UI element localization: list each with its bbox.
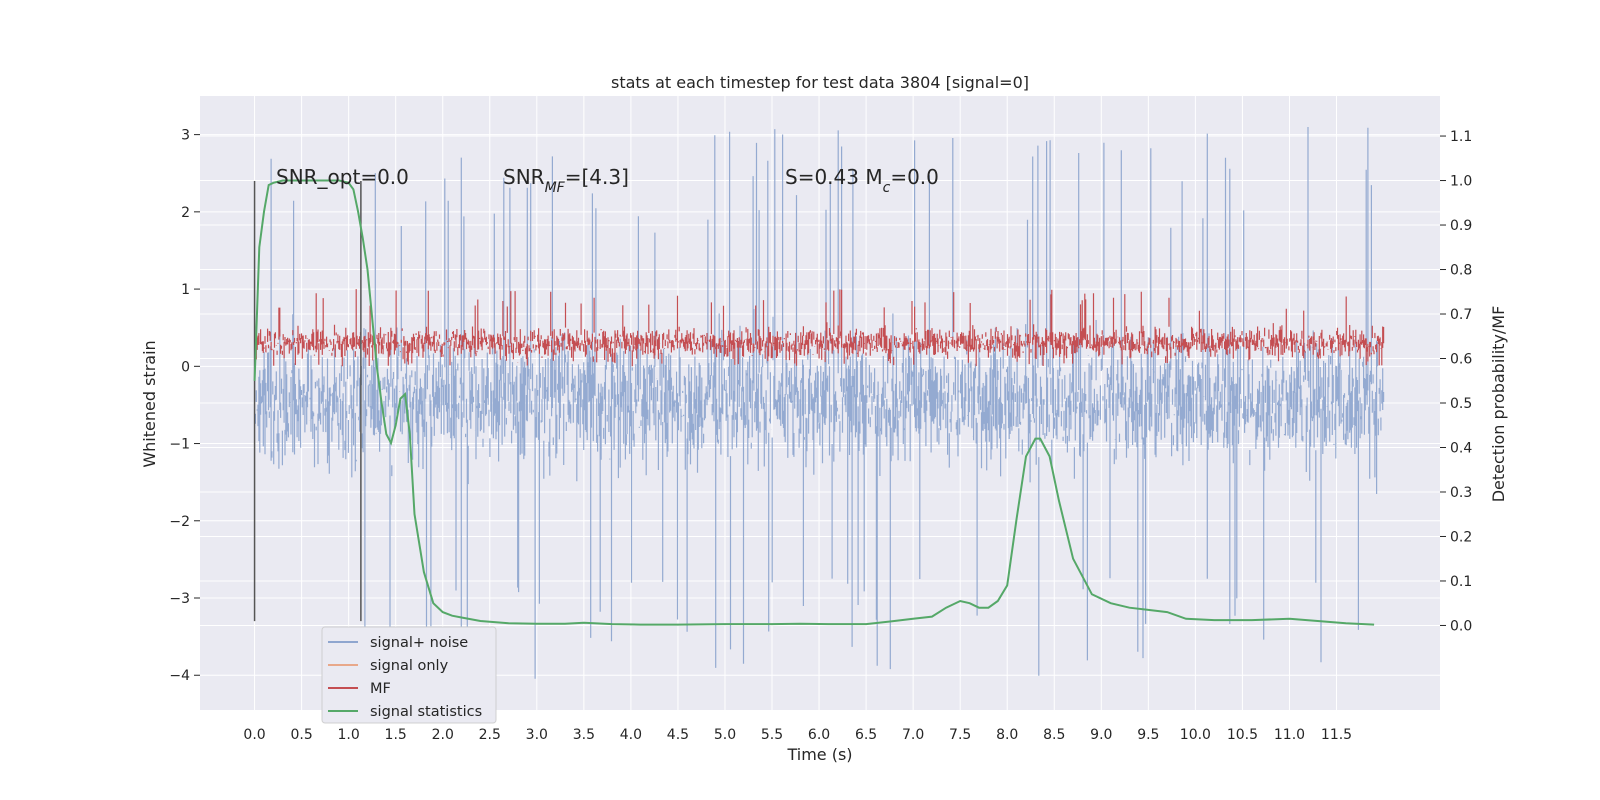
y-tick-label-right: 0.0	[1450, 618, 1472, 634]
y-tick-label-right: 0.3	[1450, 485, 1472, 501]
legend-box	[321, 626, 497, 724]
event-markers	[253, 180, 362, 622]
y-tick-label-right: 1.0	[1450, 174, 1472, 190]
y-tick-label-left: 3	[181, 128, 190, 144]
x-tick-label: 11.0	[1274, 727, 1305, 743]
annotation-stats: S=0.43 Mc=0.0	[785, 165, 939, 196]
x-tick-label: 8.5	[1043, 727, 1065, 743]
y-tick-label-right: 0.4	[1450, 440, 1472, 456]
y-tick-label-right: 0.7	[1450, 307, 1472, 323]
x-tick-label: 0.0	[243, 727, 265, 743]
x-tick-label: 1.5	[385, 727, 407, 743]
y-tick-label-left: −4	[169, 668, 190, 684]
right-axis-ticks: 1.1 1.0 0.9 0.8 0.7 0.6 0.5 0.4 0.3 0.2 0.1 0.0	[1440, 129, 1472, 634]
x-tick-label: 2.5	[479, 727, 501, 743]
x-tick-label: 3.5	[573, 727, 595, 743]
left-axis-label: Whitened strain	[140, 340, 159, 467]
y-tick-label-left: −2	[169, 514, 190, 530]
x-tick-label: 10.0	[1180, 727, 1211, 743]
y-tick-label-right: 0.5	[1450, 396, 1472, 412]
x-tick-label: 11.5	[1321, 727, 1352, 743]
x-tick-label: 5.5	[761, 727, 783, 743]
x-tick-label: 7.5	[949, 727, 971, 743]
x-tick-label: 7.0	[902, 727, 924, 743]
text-run: =[4.3]	[565, 165, 629, 189]
x-tick-label: 2.0	[432, 727, 454, 743]
legend-items: signal+ noise signal only MF signal statist…	[328, 635, 482, 720]
x-axis-label: Time (s)	[786, 745, 852, 764]
right-axis-label: Detection probability/MF	[1489, 306, 1508, 503]
legend-label: MF	[370, 681, 391, 697]
y-tick-label-left: −1	[169, 437, 190, 453]
x-tick-label: 6.5	[855, 727, 877, 743]
chart-title: stats at each timestep for test data 380…	[611, 73, 1029, 92]
x-tick-label: 5.0	[714, 727, 736, 743]
subscript: c	[883, 180, 891, 196]
traces	[254, 127, 1385, 679]
x-tick-label: 10.5	[1227, 727, 1258, 743]
x-tick-label: 0.5	[290, 727, 312, 743]
text-run: S=0.43 M	[785, 165, 883, 189]
x-tick-label: 4.0	[620, 727, 642, 743]
y-tick-label-left: 1	[181, 282, 190, 298]
legend-label: signal only	[370, 658, 449, 674]
annotation-snr-opt: SNR_opt=0.0	[276, 165, 409, 189]
x-tick-label: 8.0	[996, 727, 1018, 743]
text-run: SNR	[503, 165, 545, 189]
x-tick-label: 4.5	[667, 727, 689, 743]
plot-area	[200, 96, 1440, 710]
text-run: =0.0	[890, 165, 939, 189]
y-tick-label-left: −3	[169, 591, 190, 607]
x-axis-ticks: 0.0 0.5 1.0 1.5 2.0 2.5 3.0 3.5 4.0 4.5 5.0 5.5 6.0 6…	[243, 727, 1352, 743]
x-tick-label: 6.0	[808, 727, 830, 743]
y-tick-label-right: 0.2	[1450, 529, 1472, 545]
legend: signal+ noise signal only MF signal statist…	[321, 626, 497, 724]
subscript: MF	[545, 180, 566, 196]
y-tick-label-left: 0	[181, 359, 190, 375]
y-tick-label-right: 1.1	[1450, 129, 1472, 145]
y-tick-label-right: 0.1	[1450, 574, 1472, 590]
x-tick-label: 9.0	[1090, 727, 1112, 743]
y-tick-label-right: 0.9	[1450, 218, 1472, 234]
y-tick-label-left: 2	[181, 205, 190, 221]
y-tick-label-right: 0.8	[1450, 263, 1472, 279]
left-axis-ticks: 3 2 1 0 −1 −2 −3 −4	[169, 128, 200, 684]
signal-statistics-line	[253, 179, 1375, 626]
y-tick-label-right: 0.6	[1450, 352, 1472, 368]
legend-label: signal statistics	[370, 704, 482, 720]
annotation-snr-mf: SNRMF=[4.3]	[503, 165, 629, 196]
x-tick-label: 1.0	[338, 727, 360, 743]
x-tick-label: 9.5	[1137, 727, 1159, 743]
x-tick-label: 3.0	[526, 727, 548, 743]
legend-label: signal+ noise	[370, 635, 468, 651]
